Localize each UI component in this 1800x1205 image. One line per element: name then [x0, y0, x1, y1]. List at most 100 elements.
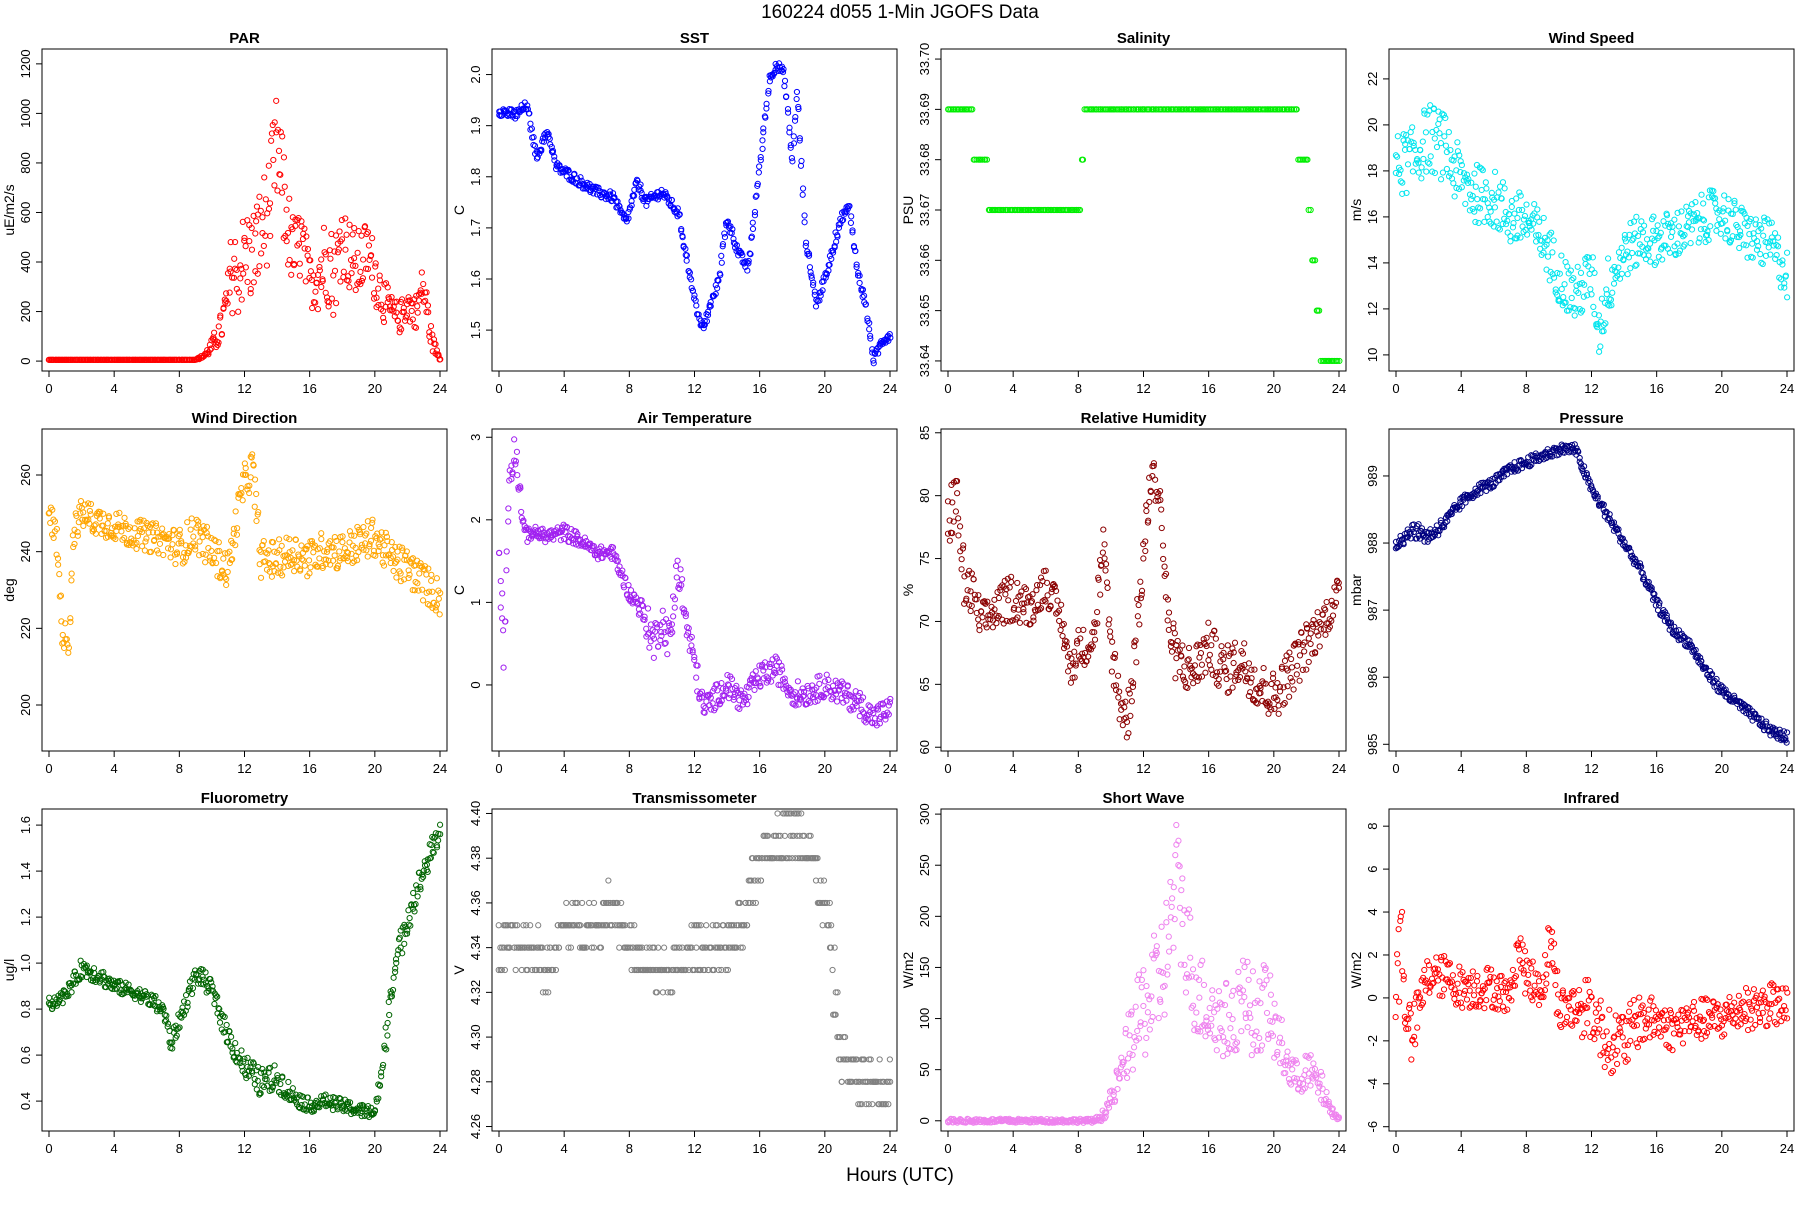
data-point — [144, 536, 149, 541]
data-point — [1166, 610, 1171, 615]
x-tick-label: 16 — [752, 381, 766, 396]
data-point — [436, 596, 441, 601]
data-point — [1289, 656, 1294, 661]
data-point — [1784, 730, 1789, 735]
data-point — [122, 515, 127, 520]
y-tick-label: 4.32 — [468, 980, 483, 1005]
x-tick-label: 20 — [818, 1141, 832, 1156]
data-point — [387, 1012, 392, 1017]
data-point — [1182, 664, 1187, 669]
panel-title: Wind Direction — [192, 410, 298, 427]
data-point — [224, 1022, 229, 1027]
y-axis-label: C — [451, 205, 467, 215]
data-point — [1095, 609, 1100, 614]
x-tick-label: 24 — [1332, 761, 1346, 776]
data-point — [1143, 548, 1148, 553]
data-point — [1275, 680, 1280, 685]
data-point — [1102, 542, 1107, 547]
data-point — [1676, 224, 1681, 229]
data-point — [258, 575, 263, 580]
data-point — [370, 236, 375, 241]
data-point — [310, 305, 315, 310]
y-tick-label: 1.9 — [468, 117, 483, 135]
data-point — [506, 519, 511, 524]
x-tick-label: 8 — [626, 381, 633, 396]
data-series — [1393, 103, 1789, 355]
data-point — [680, 577, 685, 582]
data-point — [1304, 667, 1309, 672]
data-point — [1135, 614, 1140, 619]
data-point — [1589, 267, 1594, 272]
data-point — [1117, 689, 1122, 694]
data-point — [317, 264, 322, 269]
data-point — [1575, 264, 1580, 269]
data-point — [252, 477, 257, 482]
data-point — [241, 271, 246, 276]
y-axis-label: % — [900, 584, 916, 596]
data-point — [229, 1034, 234, 1039]
y-axis-label: deg — [1, 578, 17, 601]
panel-title: Relative Humidity — [1081, 410, 1208, 427]
data-point — [1021, 607, 1026, 612]
panel-title: SST — [680, 30, 709, 47]
data-point — [331, 312, 336, 317]
data-point — [161, 552, 166, 557]
data-point — [1688, 241, 1693, 246]
data-point — [1100, 550, 1105, 555]
data-point — [1500, 180, 1505, 185]
data-point — [263, 197, 268, 202]
data-point — [66, 650, 71, 655]
data-point — [233, 1041, 238, 1046]
data-point — [1034, 588, 1039, 593]
data-point — [1428, 154, 1433, 159]
data-point — [282, 184, 287, 189]
x-tick-label: 16 — [1649, 381, 1663, 396]
x-tick-label: 16 — [752, 1141, 766, 1156]
data-point — [1123, 699, 1128, 704]
data-point — [1591, 304, 1596, 309]
data-point — [347, 222, 352, 227]
data-point — [1058, 627, 1063, 632]
data-point — [349, 271, 354, 276]
data-point — [232, 256, 237, 261]
y-tick-label: 33.65 — [917, 294, 932, 327]
data-point — [665, 652, 670, 657]
data-point — [1482, 219, 1487, 224]
data-point — [1160, 543, 1165, 548]
data-point — [1317, 644, 1322, 649]
data-point — [1503, 222, 1508, 227]
y-tick-label: 1.8 — [468, 168, 483, 186]
data-point — [959, 557, 964, 562]
data-point — [343, 247, 348, 252]
data-point — [752, 213, 757, 218]
x-tick-label: 12 — [237, 761, 251, 776]
y-tick-label: 200 — [18, 301, 33, 323]
data-point — [1287, 694, 1292, 699]
data-point — [361, 524, 366, 529]
data-point — [617, 945, 622, 950]
data-point — [1092, 637, 1097, 642]
data-point — [409, 308, 414, 313]
data-point — [203, 560, 208, 565]
data-point — [1101, 527, 1106, 532]
y-tick-label: 33.66 — [917, 244, 932, 277]
data-point — [1451, 181, 1456, 186]
data-point — [1424, 169, 1429, 174]
data-point — [238, 263, 243, 268]
data-point — [1098, 592, 1103, 597]
data-point — [157, 541, 162, 546]
data-point — [647, 645, 652, 650]
data-point — [297, 261, 302, 266]
data-point — [213, 538, 218, 543]
data-point — [1648, 259, 1653, 264]
data-point — [225, 569, 230, 574]
y-axis-label: ug/l — [1, 959, 17, 982]
data-point — [134, 546, 139, 551]
data-point — [757, 164, 762, 169]
data-point — [188, 527, 193, 532]
data-point — [1072, 649, 1077, 654]
x-tick-label: 16 — [1201, 381, 1215, 396]
data-point — [289, 272, 294, 277]
x-tick-label: 24 — [1332, 381, 1346, 396]
